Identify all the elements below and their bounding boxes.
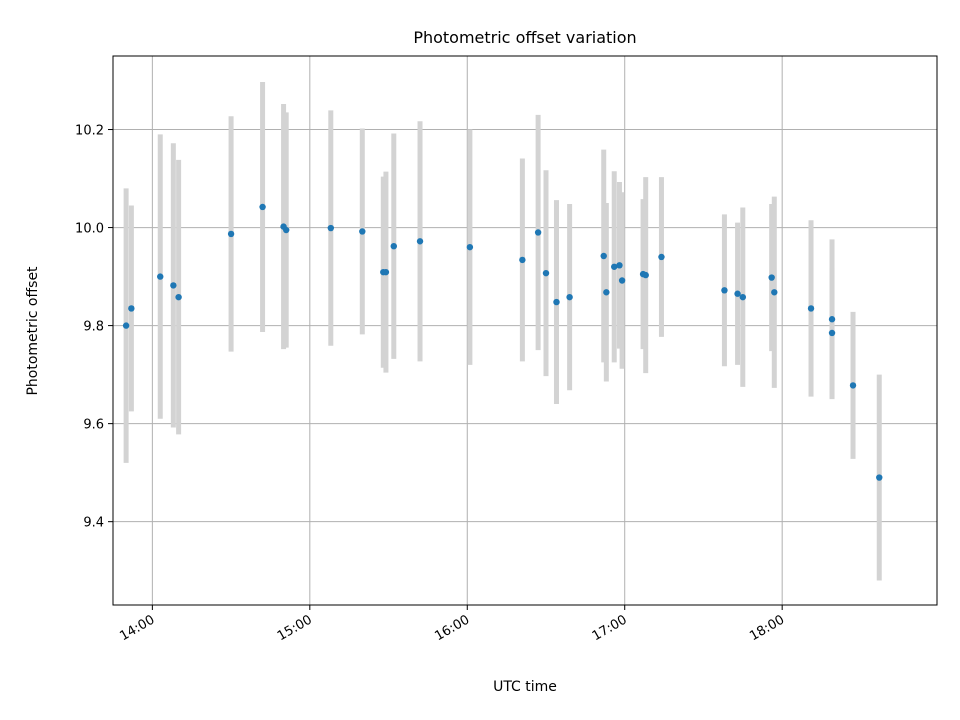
data-point <box>849 382 857 389</box>
data-point <box>128 305 135 312</box>
data-point <box>642 271 649 279</box>
data-point <box>170 282 177 289</box>
data-point <box>282 226 290 234</box>
data-point <box>600 252 607 260</box>
data-point <box>519 256 526 264</box>
y-axis-label: Photometric offset <box>25 266 41 396</box>
y-tick-label: 9.4 <box>83 516 104 531</box>
data-point <box>382 268 390 276</box>
data-point <box>542 269 550 277</box>
y-tick-label: 10.0 <box>75 222 104 237</box>
data-point <box>734 290 741 297</box>
data-point <box>327 224 335 232</box>
data-point <box>122 322 130 329</box>
data-point <box>466 243 474 251</box>
grid <box>113 56 937 605</box>
y-tick-label: 9.6 <box>83 418 104 433</box>
data-point <box>618 277 626 284</box>
chart-title: Photometric offset variation <box>413 28 636 47</box>
data-point <box>259 203 266 211</box>
y-tick-label: 10.2 <box>75 124 104 139</box>
data-point <box>227 230 235 238</box>
data-point <box>416 238 424 245</box>
plot-area <box>113 56 937 605</box>
data-points <box>122 203 883 481</box>
data-point <box>175 293 182 301</box>
data-point <box>876 474 883 481</box>
data-point <box>768 274 775 281</box>
data-point <box>828 316 836 323</box>
data-point <box>771 289 778 296</box>
data-point <box>553 298 560 306</box>
data-point <box>566 293 573 301</box>
x-axis-label: UTC time <box>493 679 557 695</box>
data-point <box>390 242 397 250</box>
plot-frame <box>112 55 938 606</box>
data-point <box>359 228 366 235</box>
data-point <box>611 263 618 270</box>
data-point <box>658 253 665 261</box>
data-point <box>828 329 836 337</box>
y-tick-label: 9.8 <box>83 320 104 335</box>
data-point <box>739 293 747 301</box>
data-point <box>807 305 815 312</box>
data-point <box>534 229 542 236</box>
data-point <box>603 289 610 296</box>
data-point <box>721 287 728 294</box>
data-point <box>157 273 164 280</box>
data-point <box>616 262 623 269</box>
